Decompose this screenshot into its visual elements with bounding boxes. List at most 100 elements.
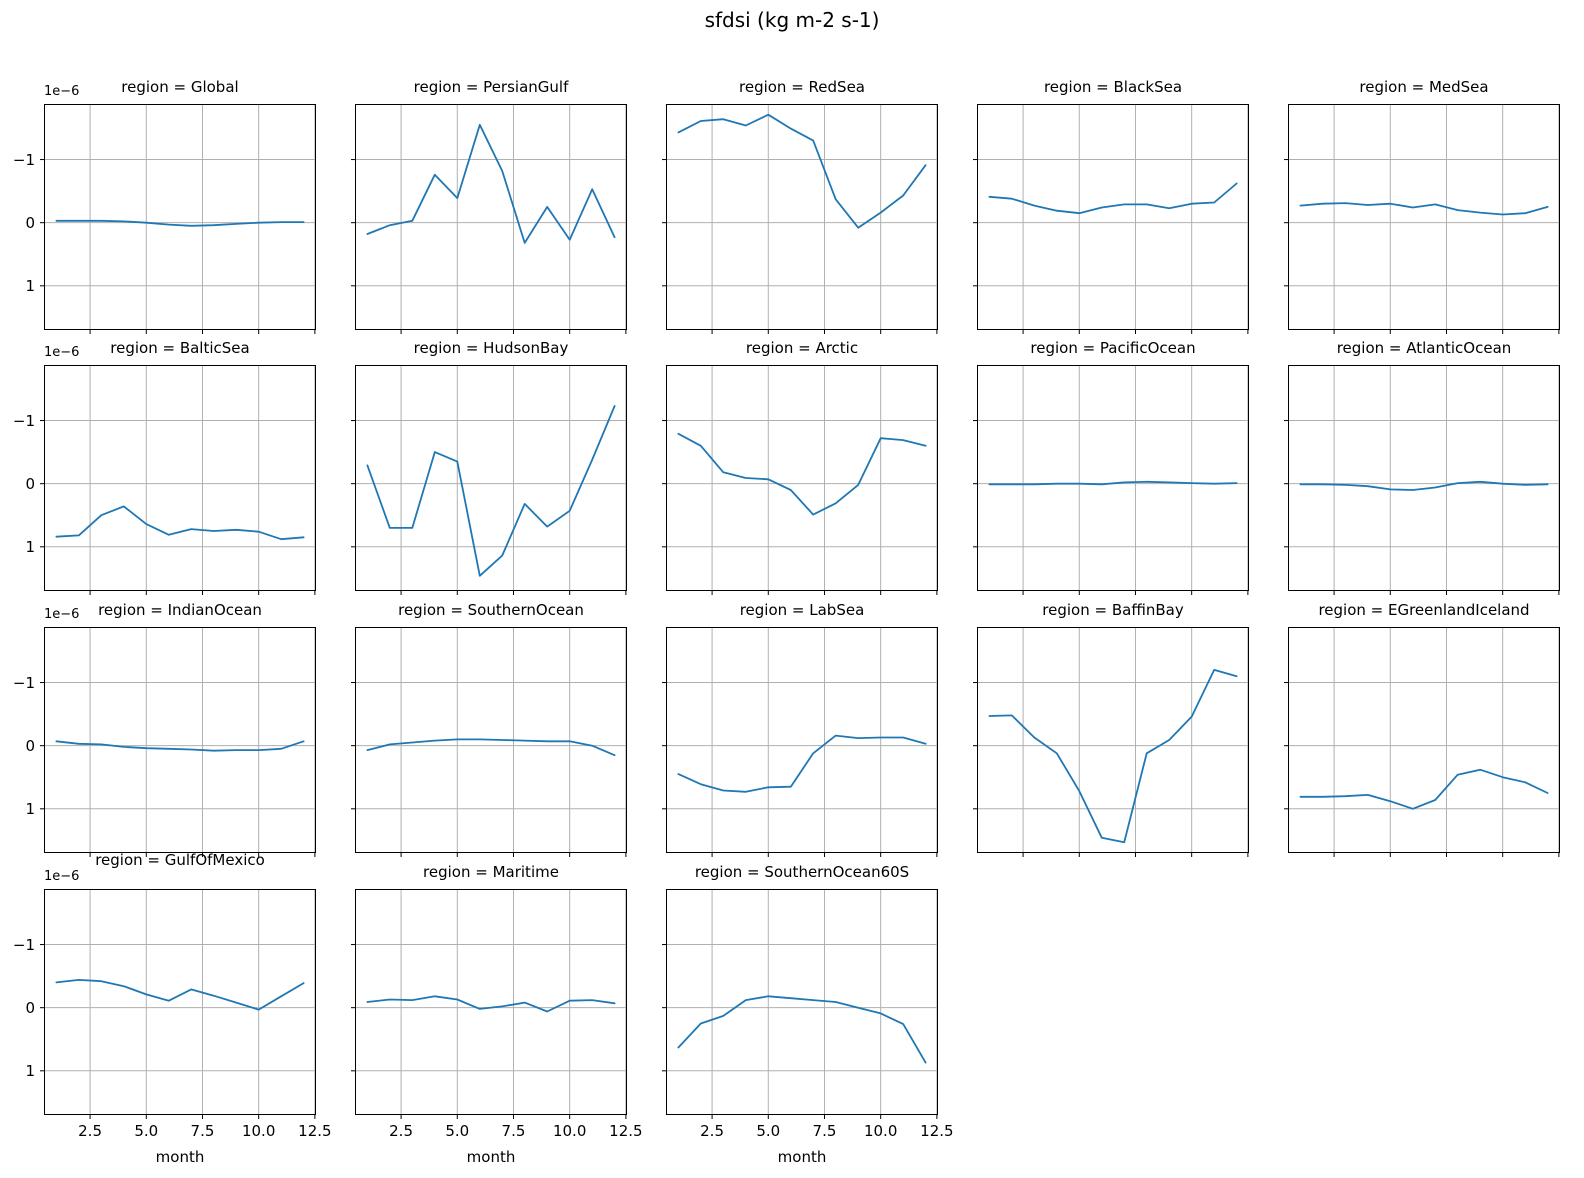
facet-title: region = AtlanticOcean bbox=[1336, 339, 1512, 357]
x-tick-label: 12.5 bbox=[609, 1122, 643, 1140]
facet-GulfOfMexico: region = GulfOfMexico 1e−6 −1 0 1 2.5 5.0 7.5 10… bbox=[13, 851, 332, 1166]
axes-border bbox=[977, 104, 1249, 330]
data-line bbox=[988, 480, 1238, 486]
facet-title: region = BaffinBay bbox=[1042, 601, 1184, 619]
facet-SouthernOcean: region = SouthernOcean bbox=[351, 601, 627, 857]
facet-title: region = SouthernOcean bbox=[398, 601, 584, 619]
facet-plot bbox=[662, 889, 938, 1119]
x-tick-label: 5.0 bbox=[445, 1122, 470, 1140]
data-line bbox=[366, 405, 616, 577]
x-tick-label: 10.0 bbox=[552, 1122, 587, 1140]
axes-border bbox=[355, 104, 627, 330]
facet-plot bbox=[351, 365, 627, 595]
facet-MedSea: region = MedSea bbox=[1284, 78, 1560, 334]
axes-border bbox=[666, 627, 938, 853]
x-axis-label: month bbox=[777, 1148, 827, 1166]
x-tick-label: 7.5 bbox=[501, 1122, 526, 1140]
facet-plot bbox=[351, 104, 627, 334]
data-line bbox=[677, 113, 927, 229]
facet-LabSea: region = LabSea bbox=[662, 601, 938, 857]
facet-title: region = BlackSea bbox=[1043, 78, 1183, 96]
y-tick-label: 0 bbox=[25, 474, 35, 493]
data-line bbox=[1299, 480, 1549, 491]
facet-title: region = EGreenlandIceland bbox=[1318, 601, 1530, 619]
facet-plot bbox=[662, 365, 938, 595]
y-tick-label: 1 bbox=[25, 1061, 35, 1080]
y-tick-label: 1 bbox=[25, 276, 35, 295]
facet-plot bbox=[973, 365, 1249, 595]
x-tick-label: 2.5 bbox=[389, 1122, 413, 1140]
facet-title: region = GulfOfMexico bbox=[95, 851, 265, 869]
y-tick-label: −1 bbox=[12, 935, 35, 954]
y-axis-offset-label: 1e−6 bbox=[44, 869, 80, 884]
facet-plot bbox=[40, 889, 316, 1119]
data-line bbox=[677, 734, 927, 793]
x-tick-label: 2.5 bbox=[78, 1122, 102, 1140]
y-axis-offset-label: 1e−6 bbox=[44, 607, 80, 622]
facet-title: region = MedSea bbox=[1359, 78, 1489, 96]
facet-BalticSea: region = BalticSea 1e−6 −1 0 1 bbox=[13, 339, 316, 595]
axes-border bbox=[355, 365, 627, 591]
axes-border bbox=[1288, 627, 1560, 853]
facet-title: region = BalticSea bbox=[110, 339, 250, 357]
x-tick-label: 7.5 bbox=[812, 1122, 837, 1140]
y-tick-label: −1 bbox=[12, 150, 35, 169]
y-tick-label: 0 bbox=[25, 998, 35, 1017]
data-line bbox=[677, 432, 927, 516]
facet-HudsonBay: region = HudsonBay bbox=[351, 339, 627, 595]
facet-plot bbox=[1284, 627, 1560, 857]
axes-border bbox=[355, 889, 627, 1115]
facet-BlackSea: region = BlackSea bbox=[973, 78, 1249, 334]
y-tick-label: −1 bbox=[12, 411, 35, 430]
facet-Arctic: region = Arctic bbox=[662, 339, 938, 595]
axes-border bbox=[666, 889, 938, 1115]
facet-AtlanticOcean: region = AtlanticOcean bbox=[1284, 339, 1560, 595]
axes-border bbox=[44, 365, 316, 591]
y-tick-label: 0 bbox=[25, 736, 35, 755]
data-line bbox=[677, 995, 927, 1064]
data-line bbox=[988, 669, 1238, 844]
x-tick-label: 10.0 bbox=[241, 1122, 276, 1140]
facet-title: region = Global bbox=[121, 78, 239, 96]
figure-title: sfdsi (kg m-2 s-1) bbox=[704, 8, 880, 32]
axes-border bbox=[666, 104, 938, 330]
y-tick-label: 1 bbox=[25, 799, 35, 818]
facet-plot bbox=[973, 104, 1249, 334]
facet-RedSea: region = RedSea bbox=[662, 78, 938, 334]
facet-title: region = Arctic bbox=[745, 339, 859, 357]
x-axis-label: month bbox=[155, 1148, 205, 1166]
x-tick-label: 5.0 bbox=[134, 1122, 159, 1140]
axes-border bbox=[44, 104, 316, 330]
data-line bbox=[366, 738, 616, 757]
x-tick-label: 12.5 bbox=[298, 1122, 332, 1140]
axes-border bbox=[977, 365, 1249, 591]
data-line bbox=[55, 979, 305, 1011]
facet-plot bbox=[662, 104, 938, 334]
facet-plot bbox=[973, 627, 1249, 857]
axes-border bbox=[1288, 365, 1560, 591]
facet-plot bbox=[1284, 365, 1560, 595]
y-axis-offset-label: 1e−6 bbox=[44, 345, 80, 360]
facet-title: region = IndianOcean bbox=[98, 601, 262, 619]
facet-title: region = PacificOcean bbox=[1030, 339, 1196, 357]
axes-border bbox=[44, 627, 316, 853]
y-tick-label: 1 bbox=[25, 537, 35, 556]
axes-border bbox=[666, 365, 938, 591]
facet-plot bbox=[40, 365, 316, 595]
facet-plot bbox=[40, 104, 316, 334]
data-line bbox=[366, 123, 616, 244]
x-tick-label: 2.5 bbox=[700, 1122, 724, 1140]
facet-plot bbox=[662, 627, 938, 857]
facet-title: region = HudsonBay bbox=[413, 339, 569, 357]
y-tick-label: 0 bbox=[25, 213, 35, 232]
data-line bbox=[366, 995, 616, 1013]
x-tick-label: 12.5 bbox=[920, 1122, 954, 1140]
facet-plot bbox=[40, 627, 316, 857]
facet-title: region = PersianGulf bbox=[413, 78, 569, 96]
axes-border bbox=[977, 627, 1249, 853]
data-line bbox=[55, 219, 305, 227]
data-line bbox=[55, 505, 305, 541]
facet-SouthernOcean60S: region = SouthernOcean60S 2.5 5.0 7.5 10.0 12… bbox=[662, 863, 954, 1166]
facet-title: region = RedSea bbox=[739, 78, 865, 96]
axes-border bbox=[355, 627, 627, 853]
